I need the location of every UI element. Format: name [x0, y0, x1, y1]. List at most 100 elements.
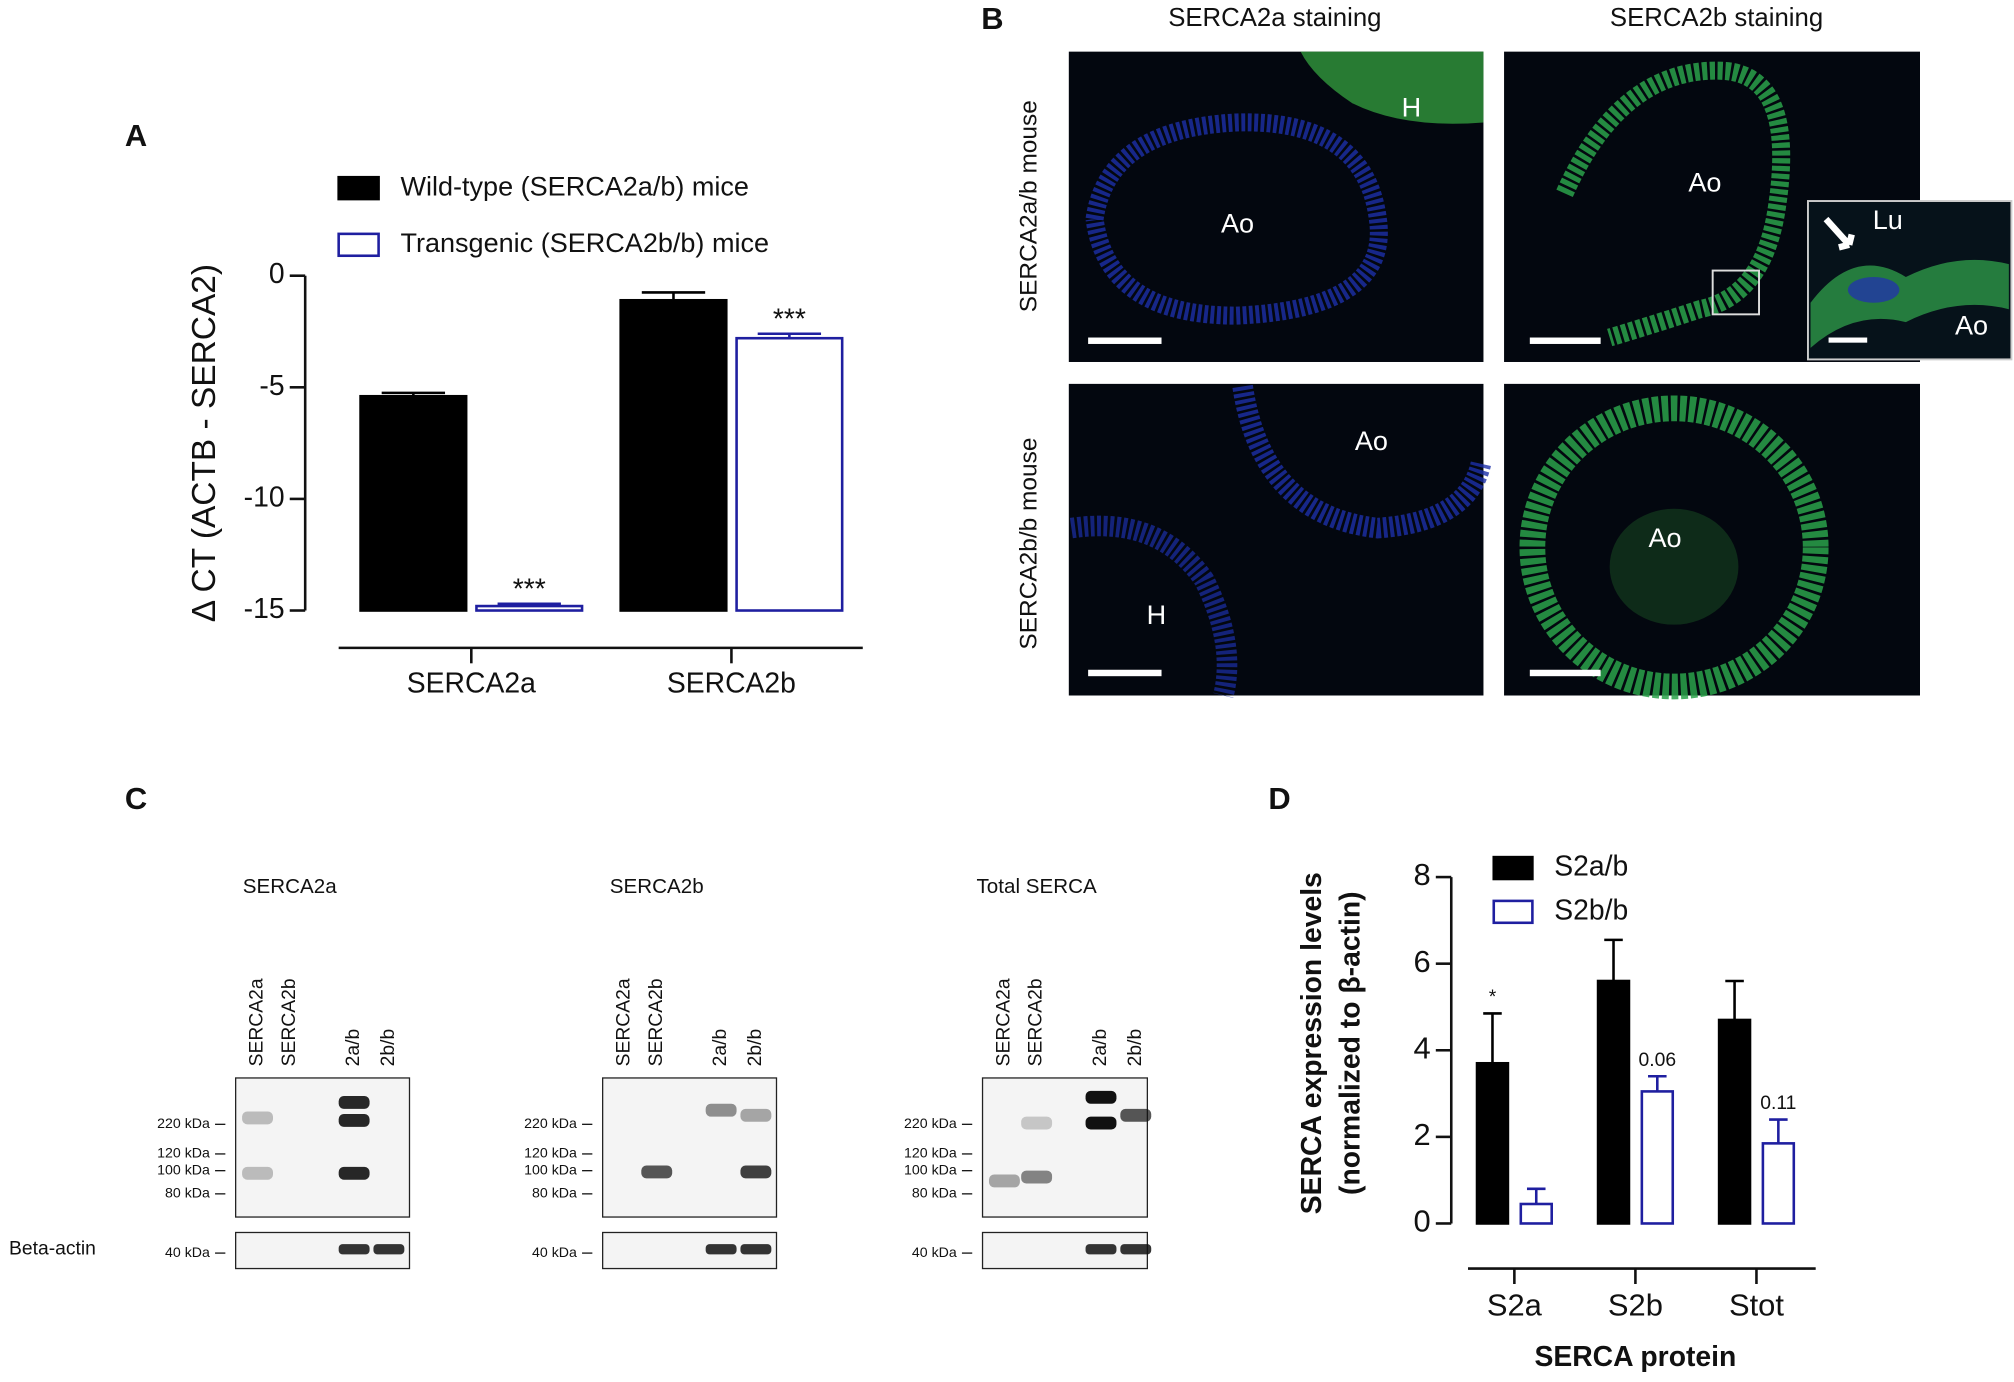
band	[373, 1244, 405, 1255]
band	[705, 1244, 737, 1255]
bar	[475, 604, 584, 612]
band	[740, 1244, 772, 1255]
significance-label: 0.06	[1639, 1050, 1677, 1071]
marker-label: 80 kDa	[532, 1186, 577, 1202]
legend-swatch	[337, 232, 380, 258]
lane-label: 2b/b	[745, 1029, 766, 1067]
significance-label: ***	[513, 573, 546, 605]
bar	[1475, 1061, 1510, 1225]
panel-label: B	[981, 1, 1003, 36]
row-label: SERCA2a/b mouse	[1016, 100, 1043, 312]
column-header: SERCA2a staining	[1168, 4, 1381, 32]
lane-label: 2b/b	[378, 1029, 399, 1067]
image-label: H	[1402, 93, 1422, 123]
lane-label: SERCA2b	[1026, 978, 1047, 1066]
x-tick-label: S2a	[1487, 1287, 1543, 1322]
legend-swatch	[337, 175, 380, 201]
x-tick-label: SERCA2a	[407, 668, 536, 700]
marker-label: 100 kDa	[904, 1162, 957, 1178]
marker-label: 40 kDa	[165, 1245, 210, 1261]
bar	[1519, 1202, 1553, 1225]
bar	[1596, 979, 1631, 1225]
band	[338, 1114, 370, 1127]
panel-label: A	[125, 118, 147, 153]
lane-label: SERCA2a	[614, 978, 635, 1066]
micrograph: Ao H	[1068, 383, 1491, 699]
band	[338, 1244, 370, 1255]
row-label: Beta-actin	[9, 1238, 96, 1259]
lane-label: SERCA2a	[994, 978, 1015, 1066]
band	[1021, 1170, 1053, 1184]
band	[1021, 1116, 1053, 1130]
legend-swatch	[1492, 855, 1534, 881]
band	[242, 1111, 273, 1125]
x-tick-label: S2b	[1608, 1287, 1663, 1322]
significance-label: *	[1489, 987, 1497, 1008]
image-label: Ao	[1355, 426, 1388, 456]
band	[1120, 1108, 1152, 1122]
bar	[619, 298, 728, 612]
band	[1085, 1116, 1117, 1130]
band	[1120, 1244, 1152, 1255]
lane-label: SERCA2b	[279, 978, 300, 1066]
marker-label: 120 kDa	[904, 1146, 957, 1162]
marker-label: 100 kDa	[157, 1162, 210, 1178]
y-tick-label: 0	[1413, 1204, 1430, 1239]
blot-title: SERCA2a	[243, 875, 337, 898]
blot-title: Total SERCA	[977, 875, 1097, 898]
blot	[235, 1077, 411, 1218]
significance-label: ***	[773, 303, 806, 335]
y-tick-label: -10	[244, 481, 285, 513]
x-tick-label: SERCA2b	[667, 668, 796, 700]
y-axis-label: Δ CT (ACTB - SERCA2)	[186, 264, 223, 622]
y-tick-label: 8	[1413, 857, 1430, 892]
marker-label: 220 kDa	[157, 1116, 210, 1132]
lane-label: 2b/b	[1125, 1029, 1146, 1067]
band	[338, 1095, 370, 1109]
y-tick-label: 4	[1413, 1030, 1430, 1065]
row-label: SERCA2b/b mouse	[1016, 438, 1043, 650]
blot-loading	[981, 1231, 1149, 1270]
band	[705, 1103, 737, 1117]
y-tick-label: -15	[244, 593, 285, 625]
lane-label: 2a/b	[343, 1029, 364, 1067]
marker-label: 80 kDa	[912, 1186, 957, 1202]
legend-label: Wild-type (SERCA2a/b) mice	[400, 171, 749, 201]
marker-label: 120 kDa	[524, 1146, 577, 1162]
marker-label: 120 kDa	[157, 1146, 210, 1162]
significance-label: 0.11	[1760, 1093, 1796, 1114]
lane-label: 2a/b	[1090, 1029, 1111, 1067]
legend-label: Transgenic (SERCA2b/b) mice	[400, 228, 769, 258]
lane-label: 2a/b	[710, 1029, 731, 1067]
image-label: Ao	[1221, 209, 1254, 239]
legend-label: S2b/b	[1554, 894, 1628, 926]
column-header: SERCA2b staining	[1610, 4, 1823, 32]
y-tick-label: 0	[269, 258, 285, 290]
y-tick-label: 6	[1413, 944, 1430, 979]
x-axis-label: SERCA protein	[1534, 1341, 1736, 1373]
micrograph-inset: Lu Ao	[1806, 200, 2013, 361]
y-tick-label: 2	[1413, 1117, 1430, 1152]
micrograph: Ao H	[1068, 51, 1484, 362]
image-label: Lu	[1873, 205, 1903, 235]
marker-label: 40 kDa	[532, 1245, 577, 1261]
legend-swatch	[1492, 899, 1534, 925]
marker-label: 220 kDa	[524, 1116, 577, 1132]
blot-title: SERCA2b	[610, 875, 704, 898]
image-label: Ao	[1688, 167, 1721, 197]
marker-label: 80 kDa	[165, 1186, 210, 1202]
image-label: Ao	[1955, 310, 1988, 340]
legend-label: S2a/b	[1554, 851, 1628, 883]
marker-label: 100 kDa	[524, 1162, 577, 1178]
bar	[1640, 1090, 1675, 1225]
bar	[1717, 1018, 1752, 1225]
lane-label: SERCA2a	[247, 978, 268, 1066]
micrograph: Ao	[1504, 383, 1920, 700]
marker-label: 220 kDa	[904, 1116, 957, 1132]
lane-label: SERCA2b	[646, 978, 667, 1066]
band	[740, 1108, 772, 1122]
y-axis-label: (normalized to β-actin)	[1335, 891, 1367, 1195]
image-label: Ao	[1648, 523, 1681, 553]
